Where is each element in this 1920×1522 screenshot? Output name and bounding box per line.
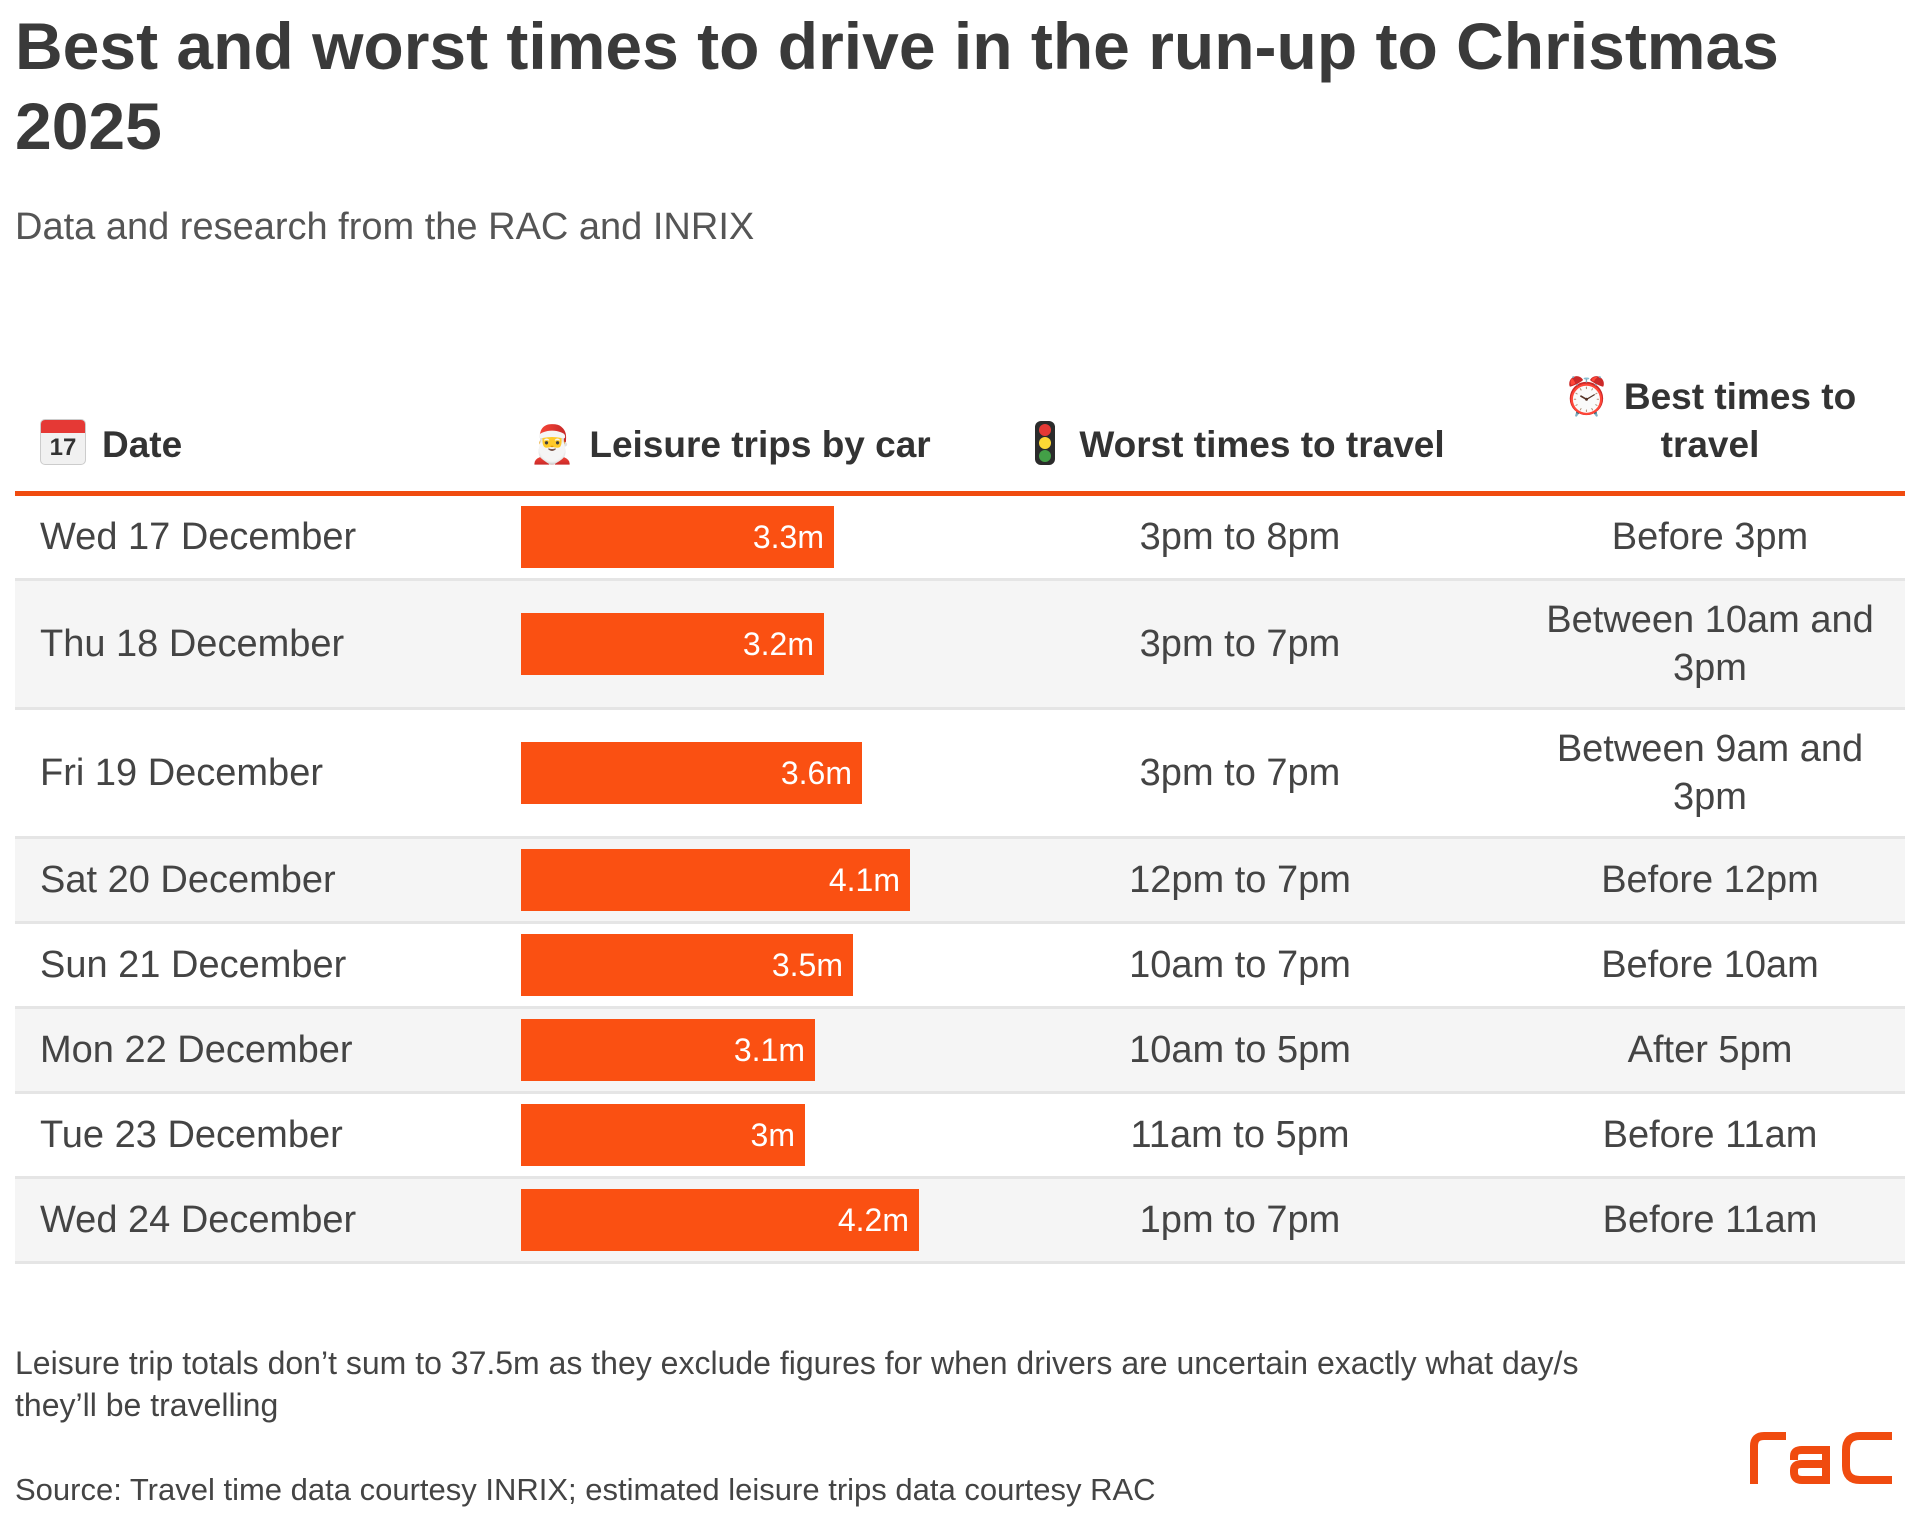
column-header-trips: 🎅 Leisure trips by car <box>520 421 940 469</box>
table-row: Wed 17 December 3.3m 3pm to 8pm Before 3pm <box>15 496 1905 581</box>
row-best-time: Before 11am <box>1602 1199 1818 1241</box>
row-worst-time: 3pm to 7pm <box>1139 623 1341 665</box>
row-best-time: Before 11am <box>1602 1114 1818 1156</box>
trips-bar: 3m <box>521 1104 805 1166</box>
chart-title: Best and worst times to drive in the run… <box>15 9 1779 163</box>
santa-icon: 🎅 <box>529 423 576 466</box>
column-header-best: ⏰ Best times to travel <box>1515 373 1905 469</box>
row-best-time: Before 12pm <box>1601 859 1819 901</box>
table-row: Fri 19 December 3.6m 3pm to 7pm Between 9am… <box>15 710 1905 839</box>
row-date: Wed 24 December <box>40 1199 357 1241</box>
table-row: Sun 21 December 3.5m 10am to 7pm Before 10a… <box>15 924 1905 1009</box>
row-date: Fri 19 December <box>40 752 323 794</box>
row-date: Thu 18 December <box>40 623 345 665</box>
travel-times-table: 17 Date 🎅 Leisure trips by car Worst time… <box>15 355 1905 1264</box>
row-best-time: Before 10am <box>1601 944 1819 986</box>
trips-bar: 3.6m <box>521 742 862 804</box>
source-note: Source: Travel time data courtesy INRIX;… <box>15 1472 1156 1507</box>
column-header-worst-label: Worst times to travel <box>1079 424 1445 465</box>
row-worst-time: 3pm to 8pm <box>1139 516 1341 558</box>
chart-subtitle: Data and research from the RAC and INRIX <box>15 206 755 248</box>
trips-bar: 3.3m <box>521 506 834 568</box>
column-header-date: 17 Date <box>40 419 182 469</box>
row-best-time: After 5pm <box>1627 1029 1793 1071</box>
table-row: Mon 22 December 3.1m 10am to 5pm After 5pm <box>15 1009 1905 1094</box>
column-header-worst: Worst times to travel <box>1030 421 1450 469</box>
row-date: Wed 17 December <box>40 516 357 558</box>
row-worst-time: 11am to 5pm <box>1130 1114 1350 1156</box>
column-header-best-label: Best times to travel <box>1623 376 1857 465</box>
row-worst-time: 10am to 5pm <box>1129 1029 1351 1071</box>
trips-bar: 3.2m <box>521 613 824 675</box>
row-worst-time: 3pm to 7pm <box>1139 752 1341 794</box>
footnote: Leisure trip totals don’t sum to 37.5m a… <box>15 1345 1579 1423</box>
table-row: Thu 18 December 3.2m 3pm to 7pm Between 10a… <box>15 581 1905 710</box>
trips-bar: 4.1m <box>521 849 910 911</box>
row-best-time: Between 10am and 3pm <box>1546 599 1874 689</box>
row-date: Tue 23 December <box>40 1114 343 1156</box>
row-worst-time: 1pm to 7pm <box>1139 1199 1341 1241</box>
trips-bar: 3.1m <box>521 1019 815 1081</box>
column-header-trips-label: Leisure trips by car <box>589 424 931 465</box>
row-date: Sun 21 December <box>40 944 347 986</box>
table-body: Wed 17 December 3.3m 3pm to 8pm Before 3pm T… <box>15 496 1905 1264</box>
rac-logo <box>1750 1432 1892 1484</box>
alarm-clock-icon: ⏰ <box>1563 375 1610 418</box>
column-header-date-label: Date <box>102 424 183 465</box>
row-date: Mon 22 December <box>40 1029 353 1071</box>
trips-bar: 4.2m <box>521 1189 919 1251</box>
traffic-light-icon <box>1035 421 1056 465</box>
row-best-time: Before 3pm <box>1611 516 1809 558</box>
table-row: Wed 24 December 4.2m 1pm to 7pm Before 11am <box>15 1179 1905 1264</box>
row-date: Sat 20 December <box>40 859 336 901</box>
row-worst-time: 10am to 7pm <box>1129 944 1351 986</box>
table-header: 17 Date 🎅 Leisure trips by car Worst time… <box>15 355 1905 496</box>
trips-bar: 3.5m <box>521 934 853 996</box>
calendar-icon: 17 <box>40 419 86 465</box>
table-row: Sat 20 December 4.1m 12pm to 7pm Before 12p… <box>15 839 1905 924</box>
table-row: Tue 23 December 3m 11am to 5pm Before 11am <box>15 1094 1905 1179</box>
row-worst-time: 12pm to 7pm <box>1129 859 1351 901</box>
row-best-time: Between 9am and 3pm <box>1556 728 1864 818</box>
